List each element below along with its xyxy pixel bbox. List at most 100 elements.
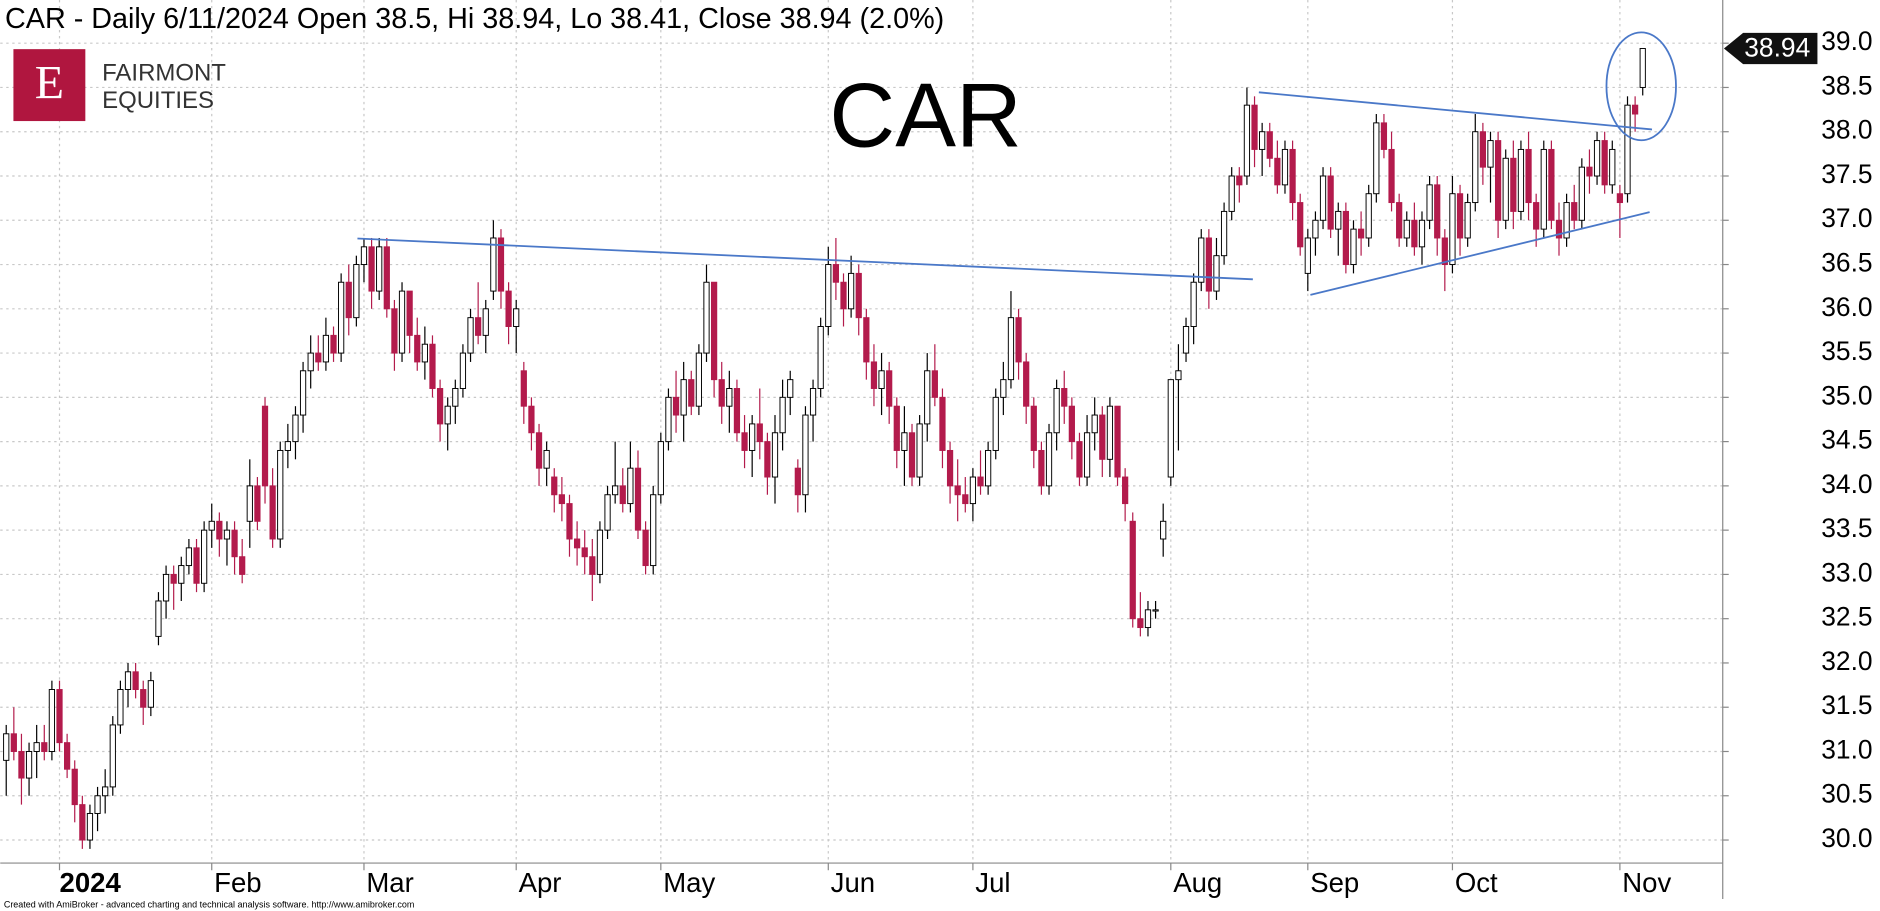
trend-lines [357, 31, 1677, 296]
candle-body [292, 414, 299, 443]
candle-body [1030, 405, 1037, 451]
candle-body [596, 529, 604, 575]
candle-body [269, 485, 276, 540]
candle-body [124, 671, 132, 690]
candle-body [657, 441, 664, 496]
candle-body [414, 334, 421, 363]
candle-body [1205, 237, 1212, 292]
y-tick-label: 30.5 [1821, 779, 1872, 809]
candle-body [817, 326, 824, 389]
candle-body [962, 494, 969, 505]
candle-body [1586, 166, 1593, 177]
candle-body [1061, 388, 1068, 407]
candle-body [1251, 104, 1258, 150]
candle-body [1038, 449, 1045, 487]
candle-body [1122, 476, 1129, 505]
candle-body [467, 317, 474, 354]
trend-line [357, 237, 1253, 281]
x-tick-label: Jul [975, 867, 1010, 898]
candle-body [809, 388, 817, 416]
candle-body [939, 396, 946, 451]
candle-body [1578, 166, 1585, 221]
candle-body [102, 786, 109, 797]
candle-body [977, 476, 984, 487]
candle-body [886, 370, 893, 407]
candle-body [893, 405, 900, 451]
candle-body [1350, 228, 1357, 266]
axes: 30.0 30.5 31.0 31.5 32.0 32.5 33.0 33.5 34.0 34.5… [58, 26, 1873, 898]
candle-body [612, 485, 619, 496]
candle-body [985, 449, 992, 487]
candle-body [1411, 219, 1418, 248]
candle-body [299, 370, 307, 416]
candles [3, 48, 1646, 849]
candle-body [330, 334, 337, 354]
candle-body [1571, 202, 1578, 221]
candle-body [1053, 388, 1060, 434]
candle-body [1091, 414, 1098, 434]
candle-body [86, 812, 94, 841]
candle-body [695, 352, 703, 407]
highlight-ellipse [1605, 31, 1677, 142]
y-tick-label: 37.5 [1821, 159, 1872, 189]
candle-body [436, 388, 444, 425]
y-tick-label: 31.0 [1821, 734, 1872, 764]
candle-body [117, 689, 124, 726]
candle-body [916, 423, 923, 478]
candle-body [505, 290, 512, 327]
candle-body [1555, 219, 1563, 239]
candle-body [764, 441, 771, 478]
candle-body [1198, 237, 1205, 283]
candle-body [406, 290, 413, 336]
candle-body [1487, 140, 1494, 168]
candle-body [383, 246, 390, 310]
candle-body [642, 529, 649, 567]
x-tick-label: Feb [214, 867, 261, 898]
candle-body [345, 281, 352, 319]
candle-body [589, 556, 596, 575]
candle-body [368, 246, 375, 292]
candle-body [1259, 131, 1266, 150]
candle-body [216, 520, 223, 540]
candle-body [672, 396, 680, 416]
x-tick-label: 2024 [60, 867, 122, 898]
candle-body [64, 742, 71, 770]
candle-body [1510, 157, 1517, 212]
candle-body [726, 388, 733, 407]
candle-body [1045, 432, 1053, 487]
candle-body [1335, 210, 1342, 230]
candle-body [391, 308, 398, 354]
candle-body [284, 441, 291, 451]
candle-body [482, 308, 489, 336]
candle-body [1137, 618, 1144, 629]
candle-body [261, 405, 269, 487]
candle-body [1083, 432, 1091, 478]
candle-body [840, 281, 847, 310]
candle-body [969, 476, 977, 505]
candle-body [1114, 405, 1121, 478]
candle-body [1388, 148, 1395, 204]
candle-body [1426, 184, 1433, 221]
y-tick-label: 32.5 [1821, 602, 1872, 632]
candle-body [1007, 317, 1015, 381]
last-price-marker [1723, 32, 1818, 65]
candle-body [558, 494, 565, 505]
candle-body [497, 237, 505, 292]
x-tick-label: Sep [1310, 867, 1359, 898]
candle-body [1449, 193, 1456, 266]
x-tick-label: Oct [1455, 867, 1498, 898]
y-tick-label: 35.0 [1821, 380, 1872, 410]
candle-body [1464, 202, 1471, 239]
candle-body [1243, 104, 1251, 177]
candle-body [1624, 104, 1631, 195]
chart-title: CAR - Daily 6/11/2024 Open 38.5, Hi 38.9… [5, 3, 944, 35]
candle-body [1167, 379, 1174, 478]
candle-body [132, 671, 139, 690]
candle-body [756, 423, 763, 443]
candle-body [771, 432, 779, 478]
candle-body [870, 361, 878, 389]
logo-letter: E [35, 57, 64, 110]
logo-box [13, 49, 86, 122]
candle-body [848, 272, 855, 310]
